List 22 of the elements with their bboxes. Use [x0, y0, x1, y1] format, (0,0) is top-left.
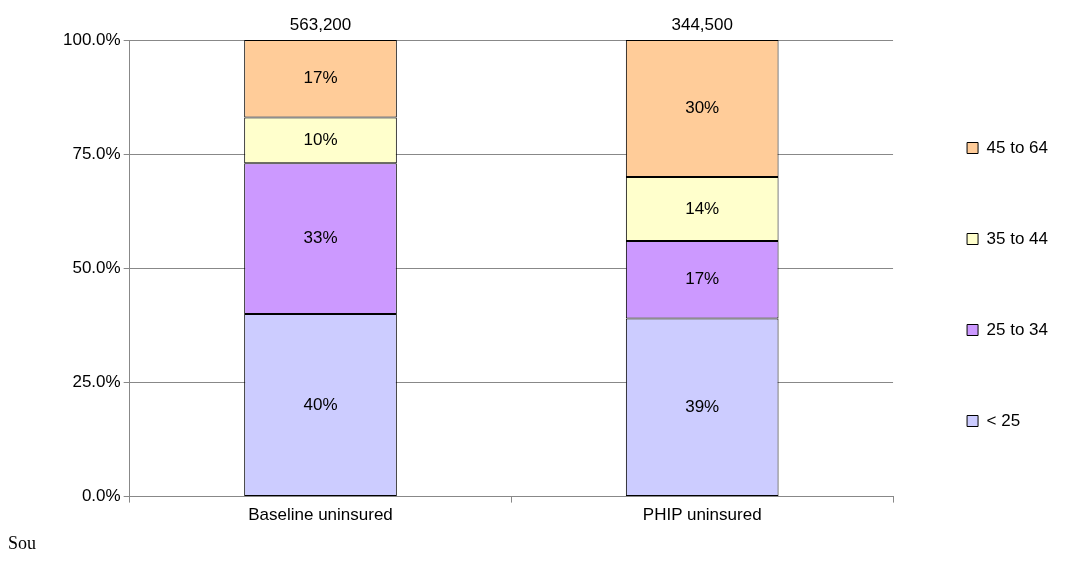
- annotation: 344,500: [671, 15, 733, 35]
- legend-label: < 25: [986, 410, 1021, 430]
- x-tick-label: PHIP uninsured: [642, 505, 762, 525]
- x-tick-label: Baseline uninsured: [248, 505, 393, 525]
- legend-label: 35 to 44: [986, 228, 1049, 248]
- data-label: 17%: [685, 269, 720, 289]
- data-label: 39%: [685, 397, 720, 416]
- y-tick-label: 0.0%: [81, 486, 121, 506]
- legend-label: 25 to 34: [986, 319, 1049, 339]
- legend-label: 45 to 64: [986, 137, 1049, 157]
- y-tick-label: 100.0%: [62, 29, 121, 49]
- annotation: 563,200: [289, 15, 352, 35]
- data-label: 14%: [685, 198, 720, 218]
- y-tick-label: 75.0%: [72, 143, 121, 163]
- data-label: 10%: [303, 130, 338, 150]
- text: Sou: [8, 533, 37, 553]
- data-label: 33%: [303, 228, 338, 248]
- data-label: 17%: [303, 68, 338, 88]
- data-label: 30%: [685, 98, 720, 118]
- y-tick-label: 25.0%: [72, 372, 121, 392]
- data-label: 40%: [303, 394, 338, 414]
- y-tick-label: 50.0%: [72, 257, 121, 277]
